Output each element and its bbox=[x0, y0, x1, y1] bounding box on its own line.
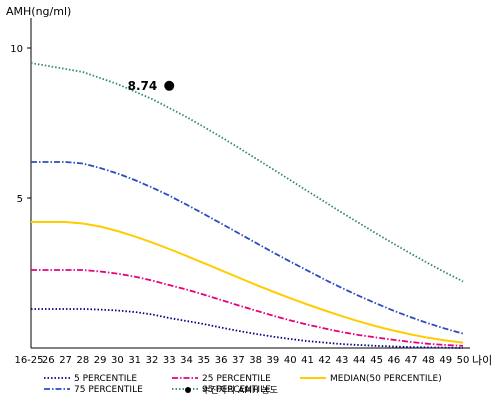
series-line-median-50-percentile- bbox=[31, 221, 464, 344]
x-tick-label: 31 bbox=[128, 355, 141, 366]
x-tick-label: 40 bbox=[284, 355, 297, 366]
x-tick-label: 47 bbox=[405, 355, 418, 366]
x-tick-label: 41 bbox=[301, 355, 314, 366]
x-tick-label: 43 bbox=[336, 355, 349, 366]
y-ticks: 10 5 bbox=[10, 44, 31, 205]
x-tick-label: 33 bbox=[163, 355, 176, 366]
x-axis-title: 나이 bbox=[472, 354, 492, 367]
patient-amh-marker bbox=[164, 80, 175, 91]
x-tick-label: 39 bbox=[267, 355, 280, 366]
legend-label: MEDIAN(50 PERCENTILE) bbox=[330, 374, 442, 384]
x-tick-label: 27 bbox=[59, 355, 72, 366]
x-tick-label: 28 bbox=[76, 355, 89, 366]
legend: 5 PERCENTILE 25 PERCENTILE MEDIAN(50 PERCE… bbox=[44, 374, 442, 396]
x-tick-label: 29 bbox=[94, 355, 107, 366]
series-line-75-percentile bbox=[31, 161, 464, 335]
y-tick-label: 5 bbox=[17, 194, 23, 205]
series-lines bbox=[30, 62, 464, 349]
series-line-5-percentile bbox=[31, 308, 464, 349]
x-tick-label: 34 bbox=[180, 355, 193, 366]
legend-marker-dot bbox=[185, 387, 191, 393]
x-tick-label: 35 bbox=[197, 355, 210, 366]
x-tick-label: 46 bbox=[388, 355, 401, 366]
x-tick-label: 38 bbox=[249, 355, 262, 366]
legend-label: 75 PERCENTILE bbox=[74, 385, 143, 395]
x-tick-label: 16-25 bbox=[14, 355, 43, 366]
x-tick-label: 26 bbox=[42, 355, 55, 366]
series-line-25-percentile bbox=[31, 269, 464, 347]
x-tick-label: 30 bbox=[111, 355, 124, 366]
legend-label: 수진자의 AMH 농도 bbox=[202, 385, 278, 396]
x-tick-label: 36 bbox=[215, 355, 228, 366]
legend-label: 5 PERCENTILE bbox=[74, 374, 137, 384]
x-tick-label: 49 bbox=[439, 355, 452, 366]
y-tick-label: 10 bbox=[10, 44, 23, 55]
series-line-95-percentile bbox=[30, 62, 464, 283]
x-tick-label: 45 bbox=[370, 355, 383, 366]
x-tick-label: 32 bbox=[146, 355, 159, 366]
legend-label: 25 PERCENTILE bbox=[202, 374, 271, 384]
x-tick-label: 37 bbox=[232, 355, 245, 366]
x-tick-label: 42 bbox=[318, 355, 331, 366]
x-tick-label: 44 bbox=[353, 355, 366, 366]
x-tick-label: 48 bbox=[422, 355, 435, 366]
y-axis-title: AMH(ng/ml) bbox=[6, 5, 71, 18]
patient-amh-value-label: 8.74 bbox=[128, 79, 158, 93]
legend-label: 95 PERCENTILE bbox=[202, 385, 271, 395]
patient-marker-group: 8.74 bbox=[128, 79, 175, 93]
x-tick-label: 50 bbox=[457, 355, 470, 366]
